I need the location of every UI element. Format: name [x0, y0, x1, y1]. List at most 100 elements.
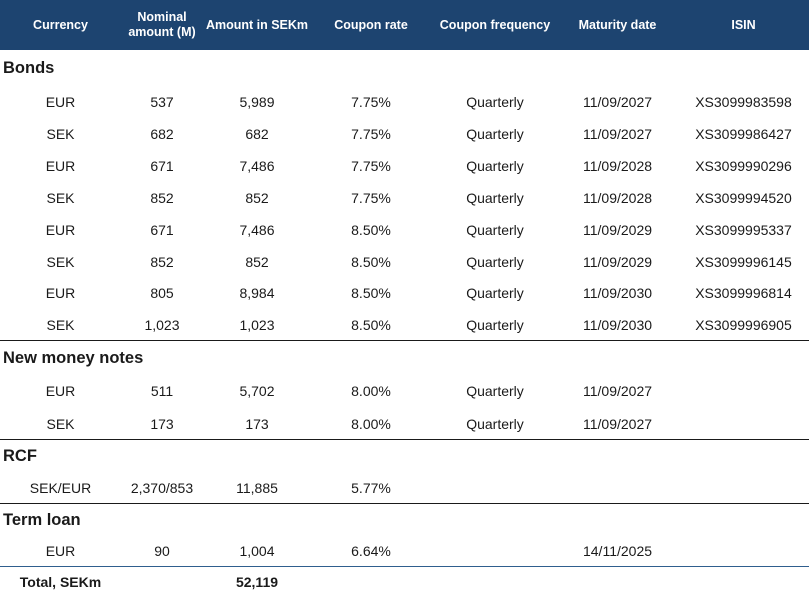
header-nominal-amount: Nominal amount (M): [128, 10, 196, 39]
cell-currency: SEK: [46, 254, 75, 270]
cell-coupon-frequency: Quarterly: [466, 94, 524, 110]
cell-currency: EUR: [45, 158, 76, 174]
cell-maturity-date: 11/09/2030: [582, 317, 653, 333]
total-value: 52,119: [235, 574, 279, 590]
cell-coupon-frequency: Quarterly: [466, 383, 524, 399]
cell-coupon-rate: 7.75%: [351, 190, 391, 206]
table-row: EUR 537 5,989 7.75% Quarterly 11/09/2027…: [0, 86, 811, 118]
cell-coupon-rate: 7.75%: [351, 126, 391, 142]
cell-amount: 682: [245, 126, 269, 142]
cell-coupon-rate: 8.50%: [351, 222, 391, 238]
cell-maturity-date: [559, 472, 676, 504]
cell-coupon-rate: 7.75%: [351, 94, 391, 110]
cell-coupon-rate: 7.75%: [351, 158, 391, 174]
cell-nominal: 1,023: [144, 317, 180, 333]
table-row: EUR 511 5,702 8.00% Quarterly 11/09/2027: [0, 375, 811, 407]
section-title-rcf: RCF: [3, 447, 37, 465]
header-maturity-date: Maturity date: [578, 17, 657, 32]
cell-amount: 1,004: [239, 543, 275, 559]
cell-isin: [676, 408, 811, 440]
cell-maturity-date: 11/09/2027: [582, 383, 653, 399]
cell-isin: XS3099996145: [695, 254, 792, 270]
cell-amount: 8,984: [239, 285, 275, 301]
cell-amount: 1,023: [239, 317, 275, 333]
cell-currency: EUR: [45, 222, 76, 238]
header-isin: ISIN: [731, 17, 756, 32]
cell-currency: SEK: [46, 126, 75, 142]
total-label: Total, SEKm: [19, 574, 102, 590]
cell-isin: [676, 375, 811, 407]
cell-nominal: 852: [150, 190, 174, 206]
cell-currency: EUR: [45, 94, 76, 110]
section-title-new-money-notes: New money notes: [3, 349, 144, 367]
header-coupon-frequency: Coupon frequency: [439, 17, 551, 32]
cell-maturity-date: 11/09/2029: [582, 254, 653, 270]
table-row: EUR 671 7,486 7.75% Quarterly 11/09/2028…: [0, 150, 811, 182]
section-divider: [0, 340, 809, 341]
cell-isin: XS3099996814: [695, 285, 792, 301]
cell-isin: XS3099994520: [695, 190, 792, 206]
header-amount-sekm: Amount in SEKm: [205, 17, 309, 32]
cell-amount: 5,989: [239, 94, 275, 110]
cell-maturity-date: 11/09/2029: [582, 222, 653, 238]
header-coupon-rate: Coupon rate: [334, 17, 408, 32]
header-currency: Currency: [33, 17, 88, 32]
cell-coupon-frequency: Quarterly: [466, 190, 524, 206]
section-divider: [0, 439, 809, 440]
cell-coupon-rate: 8.50%: [351, 317, 391, 333]
cell-coupon-rate: 8.50%: [351, 285, 391, 301]
section-title-term-loan: Term loan: [3, 511, 81, 529]
cell-maturity-date: 11/09/2028: [582, 190, 653, 206]
cell-coupon-rate: 5.77%: [351, 480, 391, 496]
cell-coupon-frequency: [431, 535, 559, 567]
cell-amount: 7,486: [239, 222, 275, 238]
cell-currency: EUR: [45, 383, 76, 399]
cell-maturity-date: 11/09/2030: [582, 285, 653, 301]
cell-coupon-rate: 8.50%: [351, 254, 391, 270]
cell-isin: [676, 472, 811, 504]
cell-isin: XS3099990296: [695, 158, 792, 174]
cell-currency: SEK: [46, 416, 75, 432]
cell-coupon-frequency: Quarterly: [466, 254, 524, 270]
cell-maturity-date: 11/09/2027: [582, 126, 653, 142]
cell-currency: SEK: [46, 317, 75, 333]
cell-currency: SEK: [46, 190, 75, 206]
cell-nominal: 805: [150, 285, 174, 301]
cell-nominal: 2,370/853: [130, 480, 194, 496]
cell-nominal: 682: [150, 126, 174, 142]
cell-nominal: 852: [150, 254, 174, 270]
cell-coupon-rate: 8.00%: [351, 416, 391, 432]
table-row: EUR 805 8,984 8.50% Quarterly 11/09/2030…: [0, 277, 811, 309]
cell-maturity-date: 11/09/2027: [582, 94, 653, 110]
cell-nominal: 173: [150, 416, 174, 432]
cell-amount: 11,885: [236, 480, 278, 496]
table-row: SEK 1,023 1,023 8.50% Quarterly 11/09/20…: [0, 309, 811, 341]
cell-isin: XS3099983598: [695, 94, 792, 110]
cell-coupon-frequency: Quarterly: [466, 158, 524, 174]
table-row: SEK/EUR 2,370/853 11,885 5.77%: [0, 472, 811, 504]
cell-coupon-frequency: Quarterly: [466, 222, 524, 238]
cell-coupon-frequency: [431, 472, 559, 504]
cell-currency: EUR: [45, 285, 76, 301]
table-row: EUR 90 1,004 6.64% 14/11/2025: [0, 535, 811, 567]
cell-nominal: 537: [150, 94, 174, 110]
cell-currency: SEK/EUR: [29, 480, 92, 496]
cell-coupon-rate: 6.64%: [351, 543, 391, 559]
cell-coupon-frequency: Quarterly: [466, 317, 524, 333]
cell-isin: XS3099995337: [695, 222, 792, 238]
table-row: SEK 852 852 7.75% Quarterly 11/09/2028 X…: [0, 182, 811, 214]
table-row: SEK 852 852 8.50% Quarterly 11/09/2029 X…: [0, 246, 811, 278]
cell-nominal: 671: [150, 222, 174, 238]
table-row: EUR 671 7,486 8.50% Quarterly 11/09/2029…: [0, 214, 811, 246]
cell-isin: [676, 535, 811, 567]
table-row: SEK 682 682 7.75% Quarterly 11/09/2027 X…: [0, 118, 811, 150]
cell-amount: 852: [245, 190, 269, 206]
cell-amount: 5,702: [239, 383, 275, 399]
cell-amount: 7,486: [239, 158, 275, 174]
cell-nominal: 671: [150, 158, 174, 174]
table-header: Currency Nominal amount (M) Amount in SE…: [0, 0, 809, 50]
cell-maturity-date: 11/09/2027: [582, 416, 653, 432]
section-title-bonds: Bonds: [3, 59, 55, 77]
section-divider: [0, 503, 809, 504]
